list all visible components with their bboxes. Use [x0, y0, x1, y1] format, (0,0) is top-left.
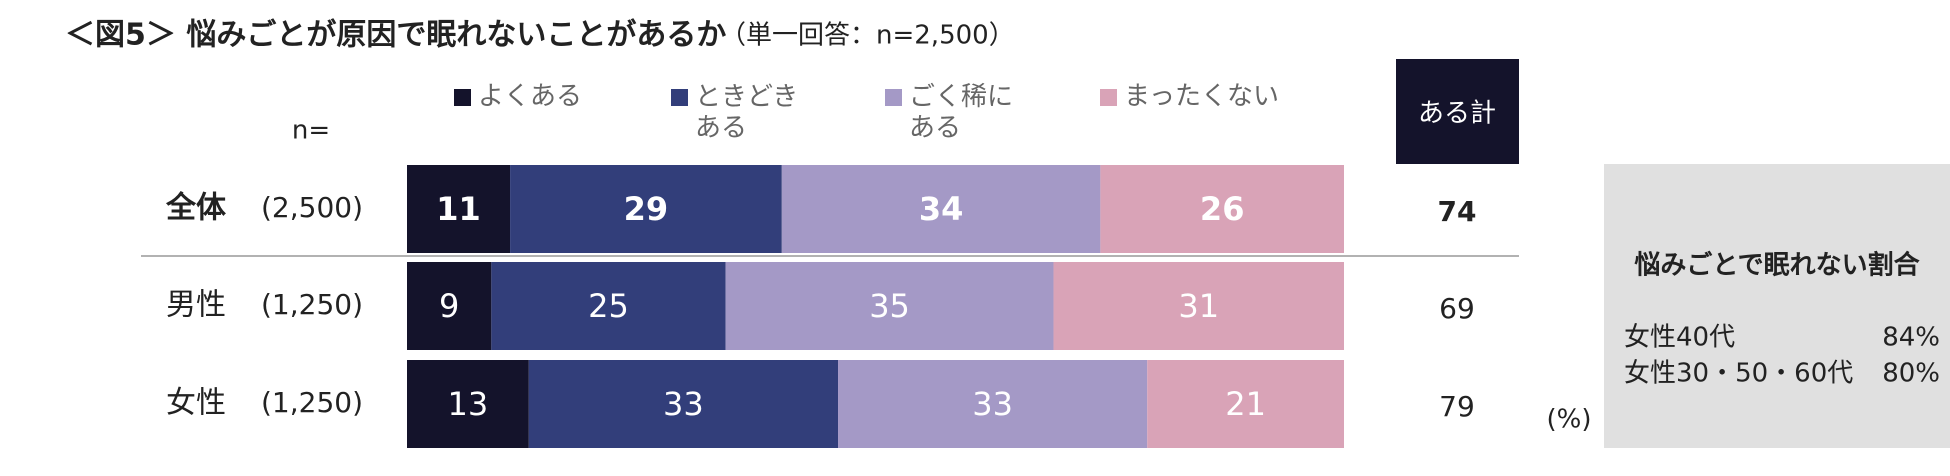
chart-subtitle: （単一回答：n=2,500） [720, 21, 1015, 51]
bar-segment [1100, 165, 1344, 253]
data-label: 35 [869, 287, 910, 325]
n-label: (1,250) [261, 386, 363, 419]
bar-segment [407, 262, 492, 350]
n-label: (1,250) [261, 288, 363, 321]
bar-segment [781, 165, 1101, 253]
data-label: 34 [919, 190, 964, 228]
total-label: 69 [1439, 292, 1475, 325]
bar-segment [510, 165, 782, 253]
data-label: 9 [439, 287, 459, 325]
total-label: 79 [1439, 390, 1475, 423]
legend-label: ときどきある [695, 82, 798, 143]
bar-segment [1053, 262, 1344, 350]
category-label: 全体 [165, 191, 227, 226]
legend-swatch [1100, 89, 1117, 106]
total-label: 74 [1438, 195, 1477, 228]
n-label: (2,500) [261, 191, 363, 224]
side-box-title: 悩みごとで眠れない割合 [1634, 250, 1920, 281]
legend-swatch [454, 89, 471, 106]
n-header: n= [292, 116, 330, 146]
bar-segment [407, 360, 529, 448]
bar-segment [838, 360, 1148, 448]
side-row-label: 女性30・50・60代 [1624, 359, 1853, 389]
category-label: 男性 [166, 288, 226, 323]
side-row-value: 84% [1882, 323, 1940, 353]
chart-title: ＜図5＞ 悩みごとが原因で眠れないことがあるか [65, 18, 726, 53]
bar-segment [725, 262, 1054, 350]
data-label: 31 [1178, 287, 1219, 325]
data-label: 26 [1200, 190, 1245, 228]
bar-segment [407, 165, 511, 253]
side-row-value: 80% [1882, 359, 1940, 389]
legend-swatch [885, 89, 902, 106]
side-box [1604, 164, 1950, 448]
bar-segment [528, 360, 839, 448]
total-header: ある計 [1418, 99, 1496, 129]
data-label: 11 [436, 190, 481, 228]
bar-segment [491, 262, 726, 350]
unit-label: (%) [1547, 405, 1592, 435]
data-label: 33 [663, 385, 704, 423]
legend-swatch [671, 89, 688, 106]
data-label: 13 [448, 385, 489, 423]
data-label: 33 [972, 385, 1013, 423]
legend-label: まったくない [1124, 82, 1279, 112]
category-label: 女性 [166, 386, 226, 421]
legend-label: よくある [478, 82, 582, 112]
data-label: 29 [624, 190, 669, 228]
bar-segment [1147, 360, 1344, 448]
legend-label: ごく稀にある [909, 82, 1013, 143]
total-header-box [1396, 59, 1519, 164]
data-label: 25 [588, 287, 629, 325]
side-row-label: 女性40代 [1624, 323, 1735, 353]
data-label: 21 [1225, 385, 1266, 423]
